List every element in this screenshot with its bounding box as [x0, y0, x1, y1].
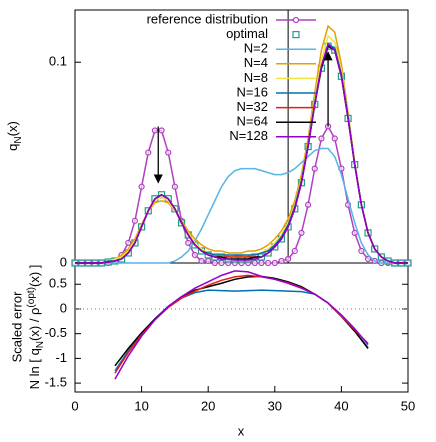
x-tick-label: 10 — [134, 398, 148, 413]
legend-label: N=4 — [244, 55, 268, 70]
series-line — [114, 270, 369, 380]
marker — [191, 251, 198, 259]
x-tick-label: 30 — [268, 398, 282, 413]
marker — [318, 135, 325, 142]
y-tick-label: -1.5 — [45, 375, 67, 390]
y-tick-label: 0 — [60, 300, 67, 315]
bottom-plot-frame — [74, 262, 409, 393]
legend-swatch — [292, 16, 300, 24]
marker — [158, 127, 165, 134]
legend-label: N=8 — [244, 70, 268, 85]
marker — [171, 183, 178, 190]
marker — [271, 259, 278, 267]
x-tick-label: 50 — [401, 398, 415, 413]
marker — [265, 259, 272, 267]
x-axis-label: x — [238, 423, 245, 438]
marker — [138, 183, 145, 190]
series-line — [114, 289, 369, 372]
marker — [251, 259, 258, 267]
marker — [145, 149, 152, 156]
marker — [165, 149, 172, 156]
marker — [351, 229, 358, 236]
marker — [131, 217, 139, 224]
top-y-axis-label: qN(x) — [5, 121, 23, 151]
series-line — [114, 274, 369, 374]
legend-swatch — [292, 31, 300, 39]
marker — [358, 247, 365, 255]
marker — [278, 257, 285, 265]
legend-label: optimal — [226, 26, 268, 41]
marker — [151, 127, 159, 134]
marker — [364, 255, 372, 263]
bottom-y-axis-label-line1: Scaled error — [9, 291, 24, 362]
series-line — [75, 42, 408, 264]
y-tick-label: 0.5 — [49, 276, 67, 291]
marker — [298, 229, 305, 236]
marker — [205, 257, 212, 265]
legend-label: N=16 — [237, 84, 268, 99]
series-line — [75, 42, 408, 264]
x-tick-label: 20 — [201, 398, 215, 413]
marker — [258, 259, 265, 267]
y-tick-label: 0 — [60, 254, 67, 269]
marker — [285, 255, 292, 263]
marker — [305, 201, 312, 208]
legend-label: reference distribution — [147, 11, 268, 26]
series-line — [75, 34, 408, 264]
series-line — [75, 24, 408, 264]
x-tick-label: 40 — [334, 398, 348, 413]
marker — [331, 135, 338, 142]
marker — [185, 239, 192, 247]
marker — [291, 247, 298, 255]
y-tick-label: 0.1 — [49, 54, 67, 69]
series-line — [75, 44, 408, 264]
series-line — [75, 147, 408, 264]
legend-label: N=2 — [244, 41, 268, 56]
marker — [198, 257, 205, 265]
y-tick-label: -1 — [55, 350, 67, 365]
series-line — [75, 124, 408, 264]
marker — [218, 259, 225, 267]
series-line — [75, 44, 408, 264]
legend-label: N=32 — [237, 99, 268, 114]
legend-label: N=64 — [237, 114, 268, 129]
x-tick-label: 0 — [71, 398, 78, 413]
marker — [125, 239, 132, 247]
marker — [211, 259, 218, 267]
marker — [311, 165, 318, 172]
bottom-y-axis-label-line2: N ln [ qN(x) / ρ(opt)(x) ] — [26, 265, 46, 390]
legend-label: N=128 — [229, 128, 268, 143]
y-tick-label: -0.5 — [45, 325, 67, 340]
